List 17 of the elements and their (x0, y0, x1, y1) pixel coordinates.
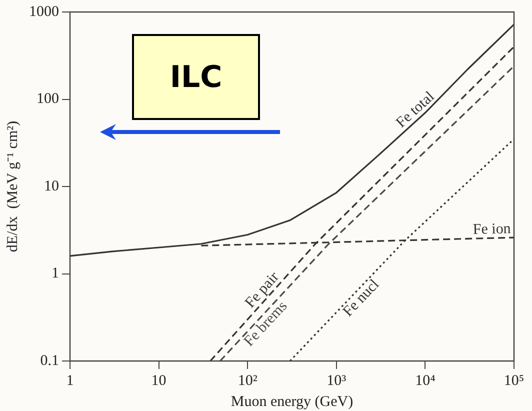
y-tick-label: 100 (36, 91, 59, 108)
text: Fe total (393, 88, 438, 132)
text: Fe nucl (340, 276, 383, 320)
y-tick-label: 1 (52, 266, 59, 282)
y-tick-label: 1000 (29, 4, 59, 20)
x-tick-label: 10⁵ (504, 372, 524, 389)
x-axis-title: Muon energy (GeV) (230, 394, 354, 410)
x-tick-label: 10⁴ (415, 372, 436, 389)
x-tick-label: 10³ (326, 372, 347, 389)
y-tick-label: 10 (44, 178, 59, 194)
series-label: Fe ion (472, 221, 512, 238)
y-tick-label: 0.1 (40, 352, 59, 369)
annotation: ILC (132, 34, 260, 120)
y-axis-title: dE/dx (MeV g⁻¹ cm²) (4, 120, 21, 252)
x-tick-label: 10 (151, 372, 166, 389)
x-tick-label: 10² (238, 372, 258, 389)
x-tick-label: 1 (66, 372, 74, 389)
